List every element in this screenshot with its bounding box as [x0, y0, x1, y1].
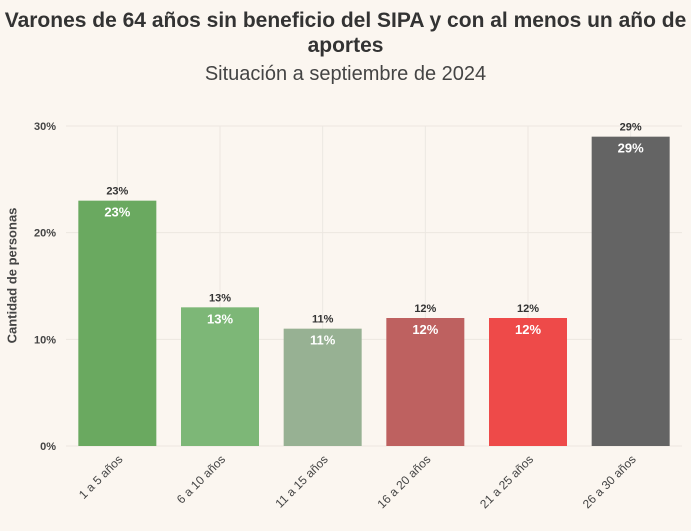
y-tick-label: 20% — [34, 228, 56, 240]
y-tick-label: 10% — [34, 334, 56, 346]
data-label-outside: 12% — [414, 303, 436, 315]
data-label-outside: 13% — [209, 292, 231, 304]
data-label-inside: 12% — [412, 322, 438, 337]
data-label-inside: 11% — [310, 333, 336, 348]
data-label-outside: 11% — [312, 314, 334, 326]
data-label-inside: 23% — [104, 205, 130, 220]
x-tick-label: 11 a 15 años — [272, 452, 330, 510]
x-tick-label: 16 a 20 años — [374, 452, 433, 511]
bar — [78, 200, 157, 446]
x-tick-label: 1 a 5 años — [76, 452, 126, 502]
data-label-outside: 12% — [517, 303, 539, 315]
data-label-outside: 23% — [106, 186, 128, 198]
bar — [181, 307, 259, 446]
bar — [591, 136, 670, 446]
bar — [283, 328, 362, 446]
y-tick-label: 0% — [40, 441, 56, 453]
chart-subtitle: Situación a septiembre de 2024 — [204, 63, 487, 85]
bar — [386, 318, 465, 446]
x-tick-label: 26 a 30 años — [580, 452, 639, 511]
x-tick-label: 6 a 10 años — [174, 452, 228, 506]
data-label-outside: 29% — [620, 122, 642, 134]
x-tick-label: 21 a 25 años — [477, 452, 536, 511]
data-label-inside: 13% — [207, 311, 233, 326]
data-label-inside: 29% — [618, 141, 644, 156]
data-label-inside: 12% — [515, 322, 541, 337]
y-tick-label: 30% — [34, 121, 56, 133]
bar — [489, 318, 567, 446]
chart-title: Varones de 64 años sin beneficio del SIP… — [4, 9, 687, 57]
